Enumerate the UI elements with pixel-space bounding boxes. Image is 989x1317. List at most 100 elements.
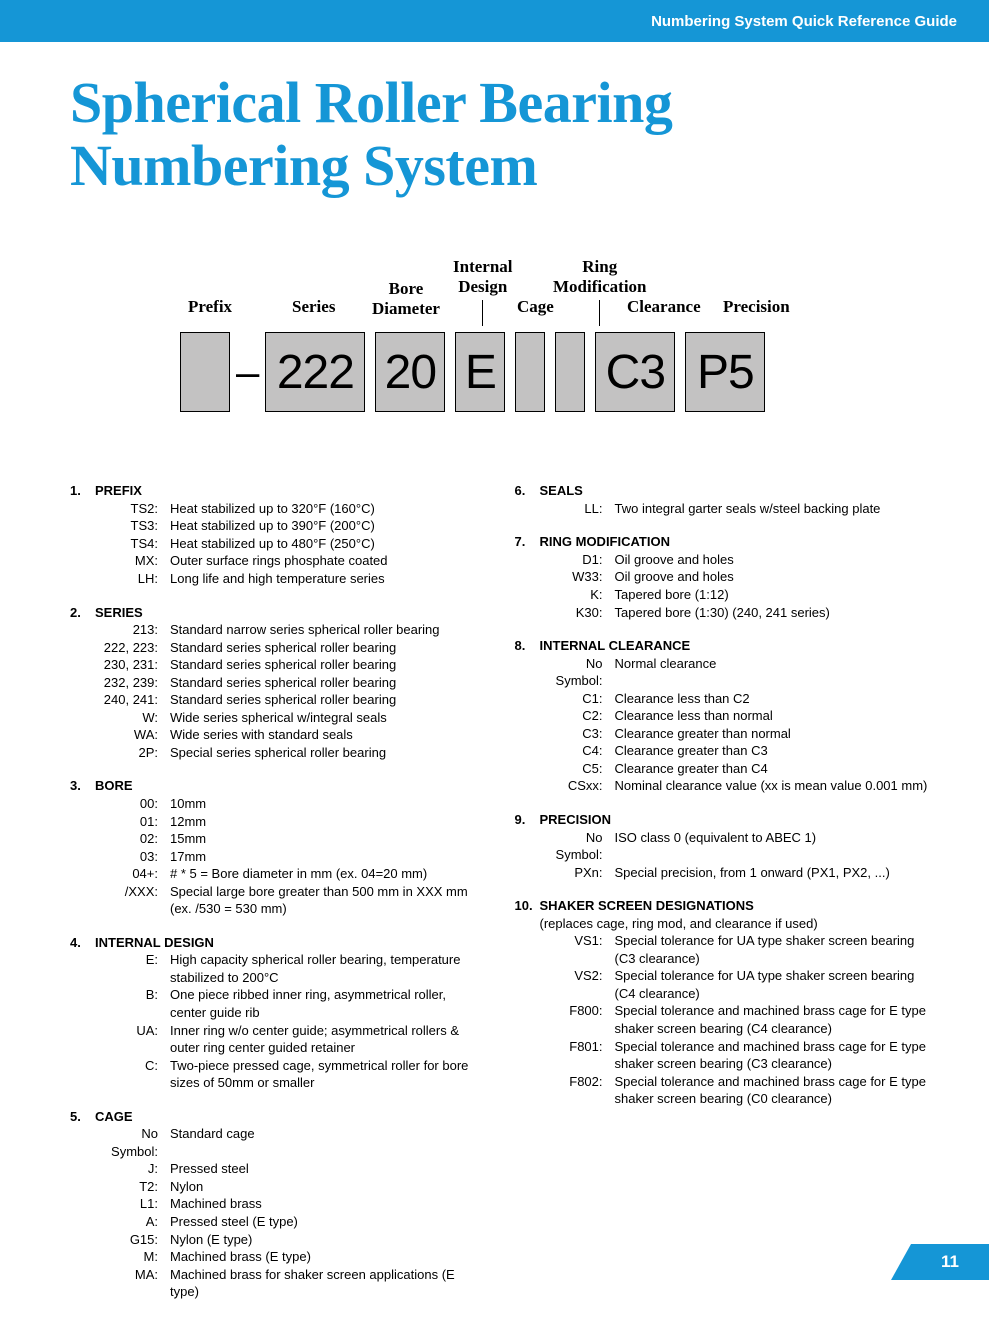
definition-key: 213: xyxy=(95,621,170,639)
box-cage xyxy=(515,332,545,412)
definition-key: 232, 239: xyxy=(95,674,170,692)
box-series: 222 xyxy=(265,332,365,412)
definition-value: Pressed steel xyxy=(170,1160,485,1178)
definition-value: Two-piece pressed cage, symmetrical roll… xyxy=(170,1057,485,1092)
definition-key: 02: xyxy=(95,830,170,848)
label-cage: Cage xyxy=(517,297,554,317)
section-num: 7. xyxy=(515,533,540,551)
definition-key: W: xyxy=(95,709,170,727)
section-num: 2. xyxy=(70,604,95,622)
definition-row: K:Tapered bore (1:12) xyxy=(540,586,930,604)
definition-value: Wide series spherical w/integral seals xyxy=(170,709,485,727)
left-column: 1.PREFIXTS2:Heat stabilized up to 320°F … xyxy=(70,482,485,1317)
definition-key: 222, 223: xyxy=(95,639,170,657)
definition-value: Nominal clearance value (xx is mean valu… xyxy=(615,777,930,795)
section: 10.SHAKER SCREEN DESIGNATIONS(replaces c… xyxy=(515,897,930,1108)
section-num: 4. xyxy=(70,934,95,952)
section-title: RING MODIFICATION xyxy=(540,533,670,551)
definition-value: Special tolerance for UA type shaker scr… xyxy=(615,932,930,967)
definition-row: 230, 231:Standard series spherical rolle… xyxy=(95,656,485,674)
section-head: 9.PRECISION xyxy=(515,811,930,829)
section-title: INTERNAL DESIGN xyxy=(95,934,214,952)
definition-value: Clearance less than normal xyxy=(615,707,930,725)
section-title: PREFIX xyxy=(95,482,142,500)
definition-row: C:Two-piece pressed cage, symmetrical ro… xyxy=(95,1057,485,1092)
definition-value: Nylon (E type) xyxy=(170,1231,485,1249)
section-num: 3. xyxy=(70,777,95,795)
section: 8.INTERNAL CLEARANCENo Symbol:Normal cle… xyxy=(515,637,930,795)
definition-value: Special tolerance and machined brass cag… xyxy=(615,1073,930,1108)
definition-value: Wide series with standard seals xyxy=(170,726,485,744)
definition-value: Tapered bore (1:12) xyxy=(615,586,930,604)
section-head: 3.BORE xyxy=(70,777,485,795)
definition-value: Normal clearance xyxy=(615,655,930,690)
section-head: 10.SHAKER SCREEN DESIGNATIONS xyxy=(515,897,930,915)
definition-row: TS2:Heat stabilized up to 320°F (160°C) xyxy=(95,500,485,518)
definition-key: G15: xyxy=(95,1231,170,1249)
definition-key: W33: xyxy=(540,568,615,586)
definition-key: VS1: xyxy=(540,932,615,967)
definition-value: Heat stabilized up to 320°F (160°C) xyxy=(170,500,485,518)
definition-key: C5: xyxy=(540,760,615,778)
section: 1.PREFIXTS2:Heat stabilized up to 320°F … xyxy=(70,482,485,587)
definition-value: One piece ribbed inner ring, asymmetrica… xyxy=(170,986,485,1021)
definition-value: 17mm xyxy=(170,848,485,866)
label-series: Series xyxy=(292,297,335,317)
section: 2.SERIES213:Standard narrow series spher… xyxy=(70,604,485,762)
section-num: 5. xyxy=(70,1108,95,1126)
definition-key: /XXX: xyxy=(95,883,170,918)
definition-value: Special tolerance and machined brass cag… xyxy=(615,1038,930,1073)
definition-value: Clearance greater than C3 xyxy=(615,742,930,760)
label-clearance: Clearance xyxy=(627,297,701,317)
definition-key: MA: xyxy=(95,1266,170,1301)
box-dash: – xyxy=(236,348,259,396)
definition-key: C1: xyxy=(540,690,615,708)
definition-row: No Symbol:ISO class 0 (equivalent to ABE… xyxy=(540,829,930,864)
definition-row: 213:Standard narrow series spherical rol… xyxy=(95,621,485,639)
label-internal: Internal Design xyxy=(453,257,513,326)
definition-key: T2: xyxy=(95,1178,170,1196)
section-head: 7.RING MODIFICATION xyxy=(515,533,930,551)
definition-value: Special tolerance and machined brass cag… xyxy=(615,1002,930,1037)
definition-key: WA: xyxy=(95,726,170,744)
definition-row: C2:Clearance less than normal xyxy=(540,707,930,725)
definition-row: G15:Nylon (E type) xyxy=(95,1231,485,1249)
definition-key: 03: xyxy=(95,848,170,866)
definition-row: E:High capacity spherical roller bearing… xyxy=(95,951,485,986)
definition-row: 232, 239:Standard series spherical rolle… xyxy=(95,674,485,692)
definition-key: 01: xyxy=(95,813,170,831)
definition-value: Clearance greater than normal xyxy=(615,725,930,743)
definition-key: 04+: xyxy=(95,865,170,883)
right-column: 6.SEALSLL:Two integral garter seals w/st… xyxy=(515,482,930,1317)
diagram-labels: Prefix Series Bore Diameter Internal Des… xyxy=(70,257,919,332)
definition-value: High capacity spherical roller bearing, … xyxy=(170,951,485,986)
section-head: 5.CAGE xyxy=(70,1108,485,1126)
definition-value: Special precision, from 1 onward (PX1, P… xyxy=(615,864,930,882)
definition-value: Nylon xyxy=(170,1178,485,1196)
definition-row: MA:Machined brass for shaker screen appl… xyxy=(95,1266,485,1301)
definition-row: L1:Machined brass xyxy=(95,1195,485,1213)
definition-value: Special large bore greater than 500 mm i… xyxy=(170,883,485,918)
definition-row: 222, 223:Standard series spherical rolle… xyxy=(95,639,485,657)
definition-value: Clearance less than C2 xyxy=(615,690,930,708)
label-bore: Bore Diameter xyxy=(372,279,440,319)
definition-key: 2P: xyxy=(95,744,170,762)
definition-key: C4: xyxy=(540,742,615,760)
definition-value: Standard series spherical roller bearing xyxy=(170,691,485,709)
section: 4.INTERNAL DESIGNE:High capacity spheric… xyxy=(70,934,485,1092)
definition-row: 02:15mm xyxy=(95,830,485,848)
definition-row: F802:Special tolerance and machined bras… xyxy=(540,1073,930,1108)
definition-row: D1:Oil groove and holes xyxy=(540,551,930,569)
definition-row: MX:Outer surface rings phosphate coated xyxy=(95,552,485,570)
definition-row: PXn:Special precision, from 1 onward (PX… xyxy=(540,864,930,882)
page-number: 11 xyxy=(941,1252,959,1271)
definition-value: Oil groove and holes xyxy=(615,551,930,569)
definition-row: B:One piece ribbed inner ring, asymmetri… xyxy=(95,986,485,1021)
box-prefix xyxy=(180,332,230,412)
definition-key: L1: xyxy=(95,1195,170,1213)
definition-value: Oil groove and holes xyxy=(615,568,930,586)
section: 5.CAGENo Symbol:Standard cageJ:Pressed s… xyxy=(70,1108,485,1301)
section: 9.PRECISIONNo Symbol:ISO class 0 (equiva… xyxy=(515,811,930,881)
section: 3.BORE00:10mm01:12mm02:15mm03:17mm04+:# … xyxy=(70,777,485,917)
definition-key: M: xyxy=(95,1248,170,1266)
